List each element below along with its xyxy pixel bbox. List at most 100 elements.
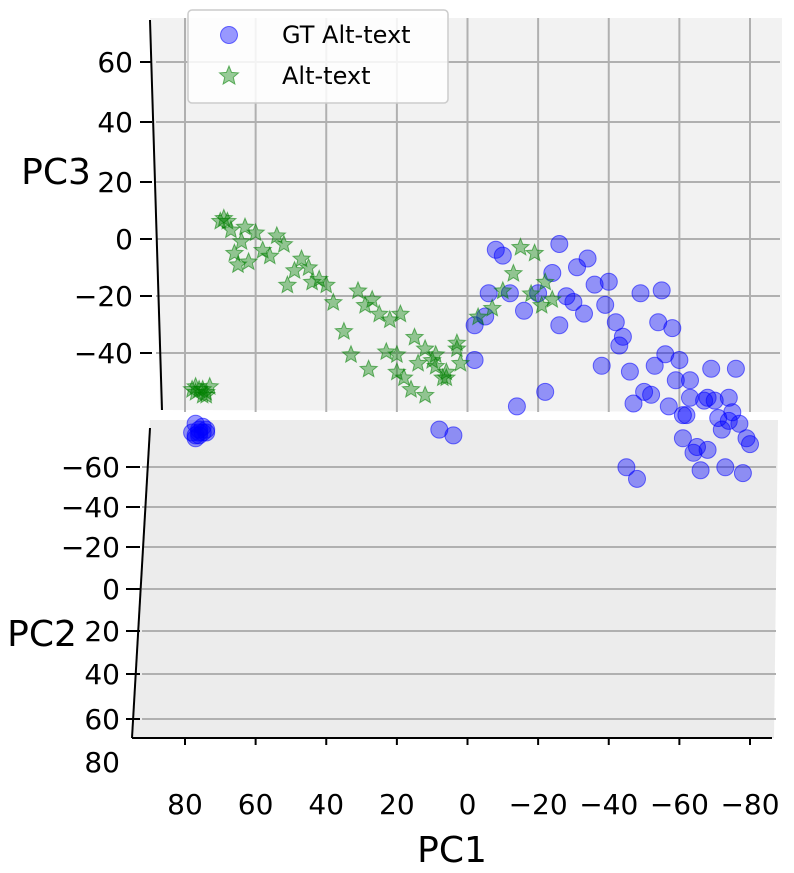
y-tick-label: −60	[61, 451, 120, 484]
point-alt-text	[341, 344, 361, 364]
point-alt-text	[401, 379, 421, 398]
point-alt-text	[238, 251, 259, 271]
x-tick-label: 60	[238, 788, 274, 821]
x-axis-label: PC1	[417, 830, 487, 871]
point-alt-text	[394, 367, 414, 387]
point-gt-alt-text	[659, 397, 678, 416]
point-gt-alt-text	[709, 409, 728, 427]
point-alt-text	[302, 271, 322, 291]
point-alt-text	[196, 385, 216, 404]
point-alt-text	[387, 361, 407, 381]
y-axis-line	[131, 427, 151, 739]
point-alt-text	[493, 280, 513, 300]
point-gt-alt-text	[741, 435, 759, 454]
z-tick-label: 20	[97, 166, 133, 199]
point-alt-text	[231, 231, 252, 251]
legend-marker-alt-text	[218, 64, 240, 86]
point-alt-text	[447, 338, 467, 358]
point-gt-alt-text	[193, 417, 212, 436]
point-gt-alt-text	[465, 316, 484, 335]
point-gt-alt-text	[507, 397, 526, 416]
point-gt-alt-text	[628, 469, 646, 488]
point-alt-text	[235, 216, 255, 236]
point-alt-text	[468, 306, 488, 326]
point-gt-alt-text	[705, 391, 724, 410]
point-alt-text	[376, 341, 397, 361]
point-alt-text	[450, 353, 471, 372]
point-gt-alt-text	[430, 420, 449, 439]
point-gt-alt-text	[698, 388, 717, 407]
point-gt-alt-text	[599, 272, 618, 291]
point-alt-text	[224, 242, 245, 262]
point-gt-alt-text	[613, 327, 632, 346]
x-tick-label: −20	[509, 788, 568, 821]
x-tick-label: −60	[650, 788, 709, 821]
point-alt-text	[521, 283, 541, 303]
y-tick-label: 80	[84, 746, 120, 779]
point-alt-text	[228, 254, 248, 274]
point-gt-alt-text	[617, 458, 636, 477]
z-axis-label: PC3	[21, 152, 91, 193]
point-alt-text	[185, 382, 206, 401]
point-gt-alt-text	[684, 443, 703, 462]
z-tick-label: 60	[97, 46, 133, 79]
point-alt-text	[422, 350, 442, 369]
x-tick-label: 40	[308, 788, 344, 821]
point-gt-alt-text	[564, 293, 583, 311]
y-tick-label: 40	[84, 658, 120, 691]
point-gt-alt-text	[465, 351, 484, 369]
point-alt-text	[415, 385, 435, 404]
point-alt-text	[274, 234, 294, 253]
point-gt-alt-text	[719, 388, 738, 407]
point-alt-text	[542, 289, 563, 309]
point-alt-text	[192, 379, 213, 398]
point-gt-alt-text	[698, 440, 717, 459]
z-tick-label: 40	[97, 106, 133, 139]
point-alt-text	[390, 303, 411, 323]
point-gt-alt-text	[737, 429, 756, 448]
y-tick-label: −40	[61, 491, 120, 524]
point-gt-alt-text	[666, 371, 685, 390]
axis-lines	[126, 19, 772, 745]
point-gt-alt-text	[702, 359, 721, 378]
point-gt-alt-text	[606, 313, 625, 332]
point-alt-text	[210, 211, 231, 230]
point-alt-text	[252, 240, 273, 259]
z-tick-label: −40	[74, 337, 133, 370]
point-alt-text	[369, 303, 390, 323]
gridlines	[142, 18, 780, 720]
point-alt-text	[355, 295, 375, 314]
point-alt-text	[503, 263, 524, 282]
point-gt-alt-text	[726, 359, 745, 378]
point-alt-text	[404, 327, 425, 346]
point-alt-text	[447, 332, 467, 352]
point-gt-alt-text	[673, 406, 692, 425]
point-gt-alt-text	[515, 301, 533, 320]
y-axis-label: PC2	[7, 614, 77, 655]
y-tick-label: 20	[84, 615, 120, 648]
legend-label-alt-text: Alt-text	[282, 62, 371, 90]
point-gt-alt-text	[610, 336, 629, 355]
point-alt-text	[425, 356, 446, 375]
point-gt-alt-text	[575, 304, 593, 323]
point-gt-alt-text	[642, 385, 661, 404]
point-alt-text	[309, 269, 329, 288]
point-gt-alt-text	[663, 319, 682, 338]
data-points	[182, 208, 759, 488]
point-gt-alt-text	[688, 438, 706, 456]
point-gt-alt-text	[620, 362, 639, 381]
y-tick-label: −20	[61, 531, 120, 564]
point-gt-alt-text	[500, 284, 519, 303]
point-gt-alt-text	[592, 356, 611, 375]
legend-label-gt-alt-text: GT Alt-text	[282, 21, 411, 49]
point-gt-alt-text	[631, 284, 650, 303]
point-alt-text	[510, 237, 531, 256]
point-alt-text	[348, 280, 368, 300]
point-alt-text	[482, 298, 503, 317]
point-gt-alt-text	[585, 275, 604, 294]
point-gt-alt-text	[596, 295, 615, 314]
point-gt-alt-text	[186, 414, 205, 433]
point-alt-text	[316, 274, 337, 294]
point-alt-text	[408, 353, 428, 372]
point-alt-text	[535, 271, 555, 291]
